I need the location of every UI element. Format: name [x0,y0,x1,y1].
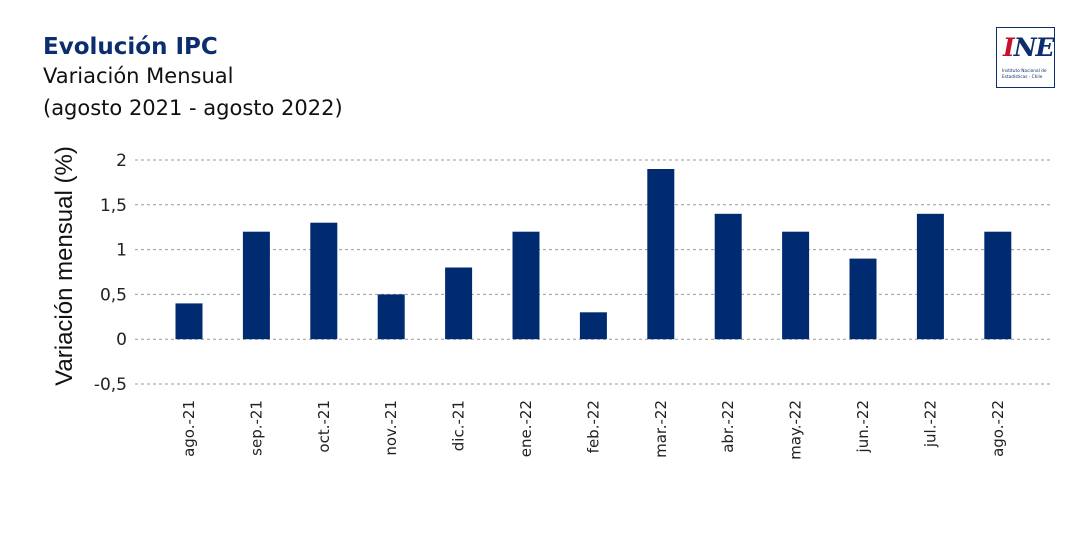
ine-logo-letters-ne: NE [1013,33,1055,62]
x-tick-label: ene.-22 [517,400,535,457]
bar [984,231,1012,340]
y-axis-label: Variación mensual (%) [51,146,78,386]
bar [242,231,270,340]
bar [647,169,675,340]
x-tick-label: sep.-21 [247,400,265,456]
bar [175,303,203,340]
x-tick-label: nov.-21 [382,400,400,456]
x-tick-label: jul.-22 [921,400,939,448]
y-tick-label: 1,5 [100,196,127,216]
x-tick-label: ago.-22 [989,400,1007,457]
bar [782,231,810,340]
x-tick-label: abr.-22 [719,400,737,453]
bar [377,294,405,340]
bars [175,169,1012,340]
ine-logo-caption: Instituto Nacional de Estadísticas · Chi… [1002,69,1052,80]
bar [579,312,607,340]
ine-logo-mark: INE [1003,33,1055,62]
y-tick-label: 2 [116,151,127,171]
chart-period: (agosto 2021 - agosto 2022) [43,96,343,120]
x-tick-label: may.-22 [787,400,805,460]
y-tick-label: 0,5 [100,285,127,305]
ine-logo: INE Instituto Nacional de Estadísticas ·… [996,27,1055,88]
y-tick-label: 0 [116,330,127,350]
x-tick-label: feb.-22 [584,400,602,453]
gridlines [135,159,1050,385]
bar [849,258,877,340]
ine-logo-letter-i: I [1003,33,1015,62]
x-tick-label: mar.-22 [652,400,670,458]
bar [310,222,338,340]
bar [512,231,540,340]
y-axis-ticks: -0,5 0 0,5 1 1,5 2 [94,151,127,395]
x-axis-ticks: ago.-21 sep.-21 oct.-21 nov.-21 dic.-21 ene.-… [180,400,1007,460]
y-tick-label: -0,5 [94,375,127,395]
x-tick-label: ago.-21 [180,400,198,457]
bar [916,213,944,340]
ine-logo-caption-line1: Instituto Nacional de [1002,69,1047,74]
bar [714,213,742,340]
x-tick-label: jun.-22 [854,400,872,453]
x-tick-label: dic.-21 [450,400,468,451]
ine-logo-caption-line2: Estadísticas · Chile [1002,74,1043,80]
y-tick-label: 1 [116,241,127,261]
chart-title: Evolución IPC [43,34,218,60]
x-tick-label: oct.-21 [315,400,333,453]
bar [445,267,473,340]
chart-subtitle: Variación Mensual [43,64,234,88]
